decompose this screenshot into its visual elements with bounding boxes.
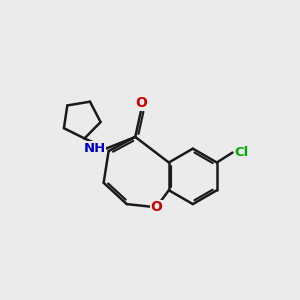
- Text: O: O: [150, 200, 162, 214]
- Text: O: O: [136, 96, 148, 110]
- Text: Cl: Cl: [235, 146, 249, 159]
- Text: NH: NH: [83, 142, 106, 155]
